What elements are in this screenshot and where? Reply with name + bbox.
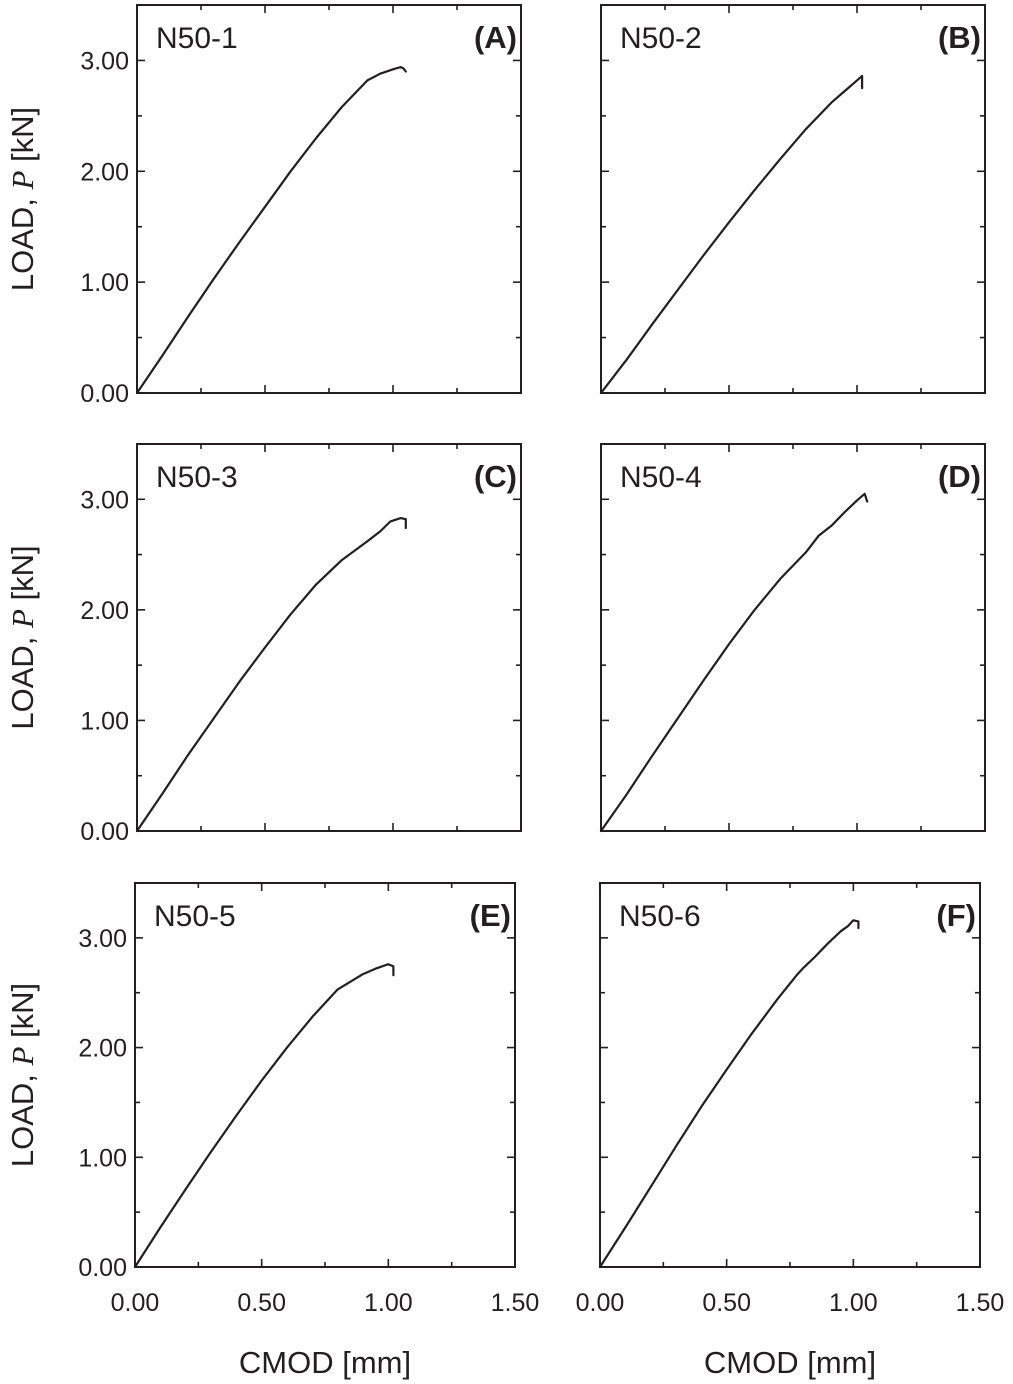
plot-frame bbox=[136, 443, 522, 832]
plot-frame bbox=[599, 882, 981, 1268]
x-tick-label: 0.50 bbox=[702, 1289, 751, 1317]
x-tick-label: 0.00 bbox=[111, 1289, 160, 1317]
panel-letter-label: (F) bbox=[936, 898, 976, 933]
y-axis-title: LOAD, P [kN] bbox=[5, 983, 40, 1167]
y-tick-label: 2.00 bbox=[78, 1035, 127, 1063]
panel-letter-label: (A) bbox=[474, 20, 517, 55]
y-tick-label: 2.00 bbox=[80, 158, 129, 186]
x-axis-title: CMOD [mm] bbox=[704, 1345, 876, 1380]
x-tick-label: 1.00 bbox=[829, 1289, 878, 1317]
y-tick-label: 3.00 bbox=[80, 486, 129, 514]
panel-letter-label: (C) bbox=[474, 459, 517, 494]
panel-letter-label: (B) bbox=[938, 20, 981, 55]
x-tick-label: 1.00 bbox=[364, 1289, 413, 1317]
load-cmod-curve bbox=[135, 66, 407, 395]
y-axis-title: LOAD, P [kN] bbox=[5, 107, 40, 291]
panel-letter-label: (D) bbox=[938, 459, 981, 494]
plot-frame bbox=[600, 443, 986, 832]
panel-specimen-name: N50-4 bbox=[620, 461, 702, 494]
panel-specimen-name: N50-1 bbox=[156, 22, 238, 55]
plot-frame bbox=[136, 4, 522, 394]
y-axis-title: LOAD, P [kN] bbox=[5, 545, 40, 729]
panel-specimen-name: N50-2 bbox=[620, 22, 702, 55]
panel-letter-label: (E) bbox=[470, 898, 511, 933]
y-tick-label: 3.00 bbox=[80, 47, 129, 75]
panel-specimen-name: N50-5 bbox=[154, 900, 236, 933]
load-cmod-curve bbox=[598, 919, 860, 1269]
chart-panel-3: 0.00 1.00 2.00 3.00 LOAD, P [kN] N50-3 (C) bbox=[5, 443, 522, 846]
y-tick-label: 0.00 bbox=[80, 818, 129, 846]
load-cmod-curve bbox=[599, 74, 864, 395]
y-tick-label: 1.00 bbox=[80, 269, 129, 297]
panel-specimen-name: N50-3 bbox=[156, 461, 238, 494]
chart-panel-6: 0.00 0.50 1.00 1.50 CMOD [mm] N50-6 (F) bbox=[576, 882, 1005, 1380]
y-tick-label: 0.00 bbox=[80, 380, 129, 408]
y-tick-label: 1.00 bbox=[80, 707, 129, 735]
y-tick-label: 1.00 bbox=[78, 1144, 127, 1172]
x-axis-title: CMOD [mm] bbox=[239, 1345, 411, 1380]
y-tick-label: 2.00 bbox=[80, 597, 129, 625]
chart-panel-4: N50-4 (D) bbox=[599, 443, 986, 833]
load-cmod-curve bbox=[135, 517, 407, 833]
load-cmod-curve bbox=[133, 963, 395, 1269]
plot-frame bbox=[600, 4, 986, 394]
chart-panel-1: 0.00 1.00 2.00 3.00 LOAD, P [kN] N50-1 (A) bbox=[5, 4, 522, 408]
chart-panel-2: N50-2 (B) bbox=[599, 4, 986, 395]
plot-frame bbox=[134, 882, 516, 1268]
panel-specimen-name: N50-6 bbox=[619, 900, 701, 933]
x-tick-label: 0.50 bbox=[237, 1289, 286, 1317]
x-tick-label: 0.00 bbox=[576, 1289, 625, 1317]
y-tick-label: 0.00 bbox=[78, 1254, 127, 1282]
x-tick-label: 1.50 bbox=[491, 1289, 540, 1317]
load-cmod-curve bbox=[599, 492, 869, 833]
y-tick-label: 3.00 bbox=[78, 925, 127, 953]
x-tick-label: 1.50 bbox=[956, 1289, 1005, 1317]
chart-panel-5: 0.00 1.00 2.00 3.00 0.00 0.50 1.00 1.50 CMOD [mm… bbox=[5, 882, 540, 1380]
